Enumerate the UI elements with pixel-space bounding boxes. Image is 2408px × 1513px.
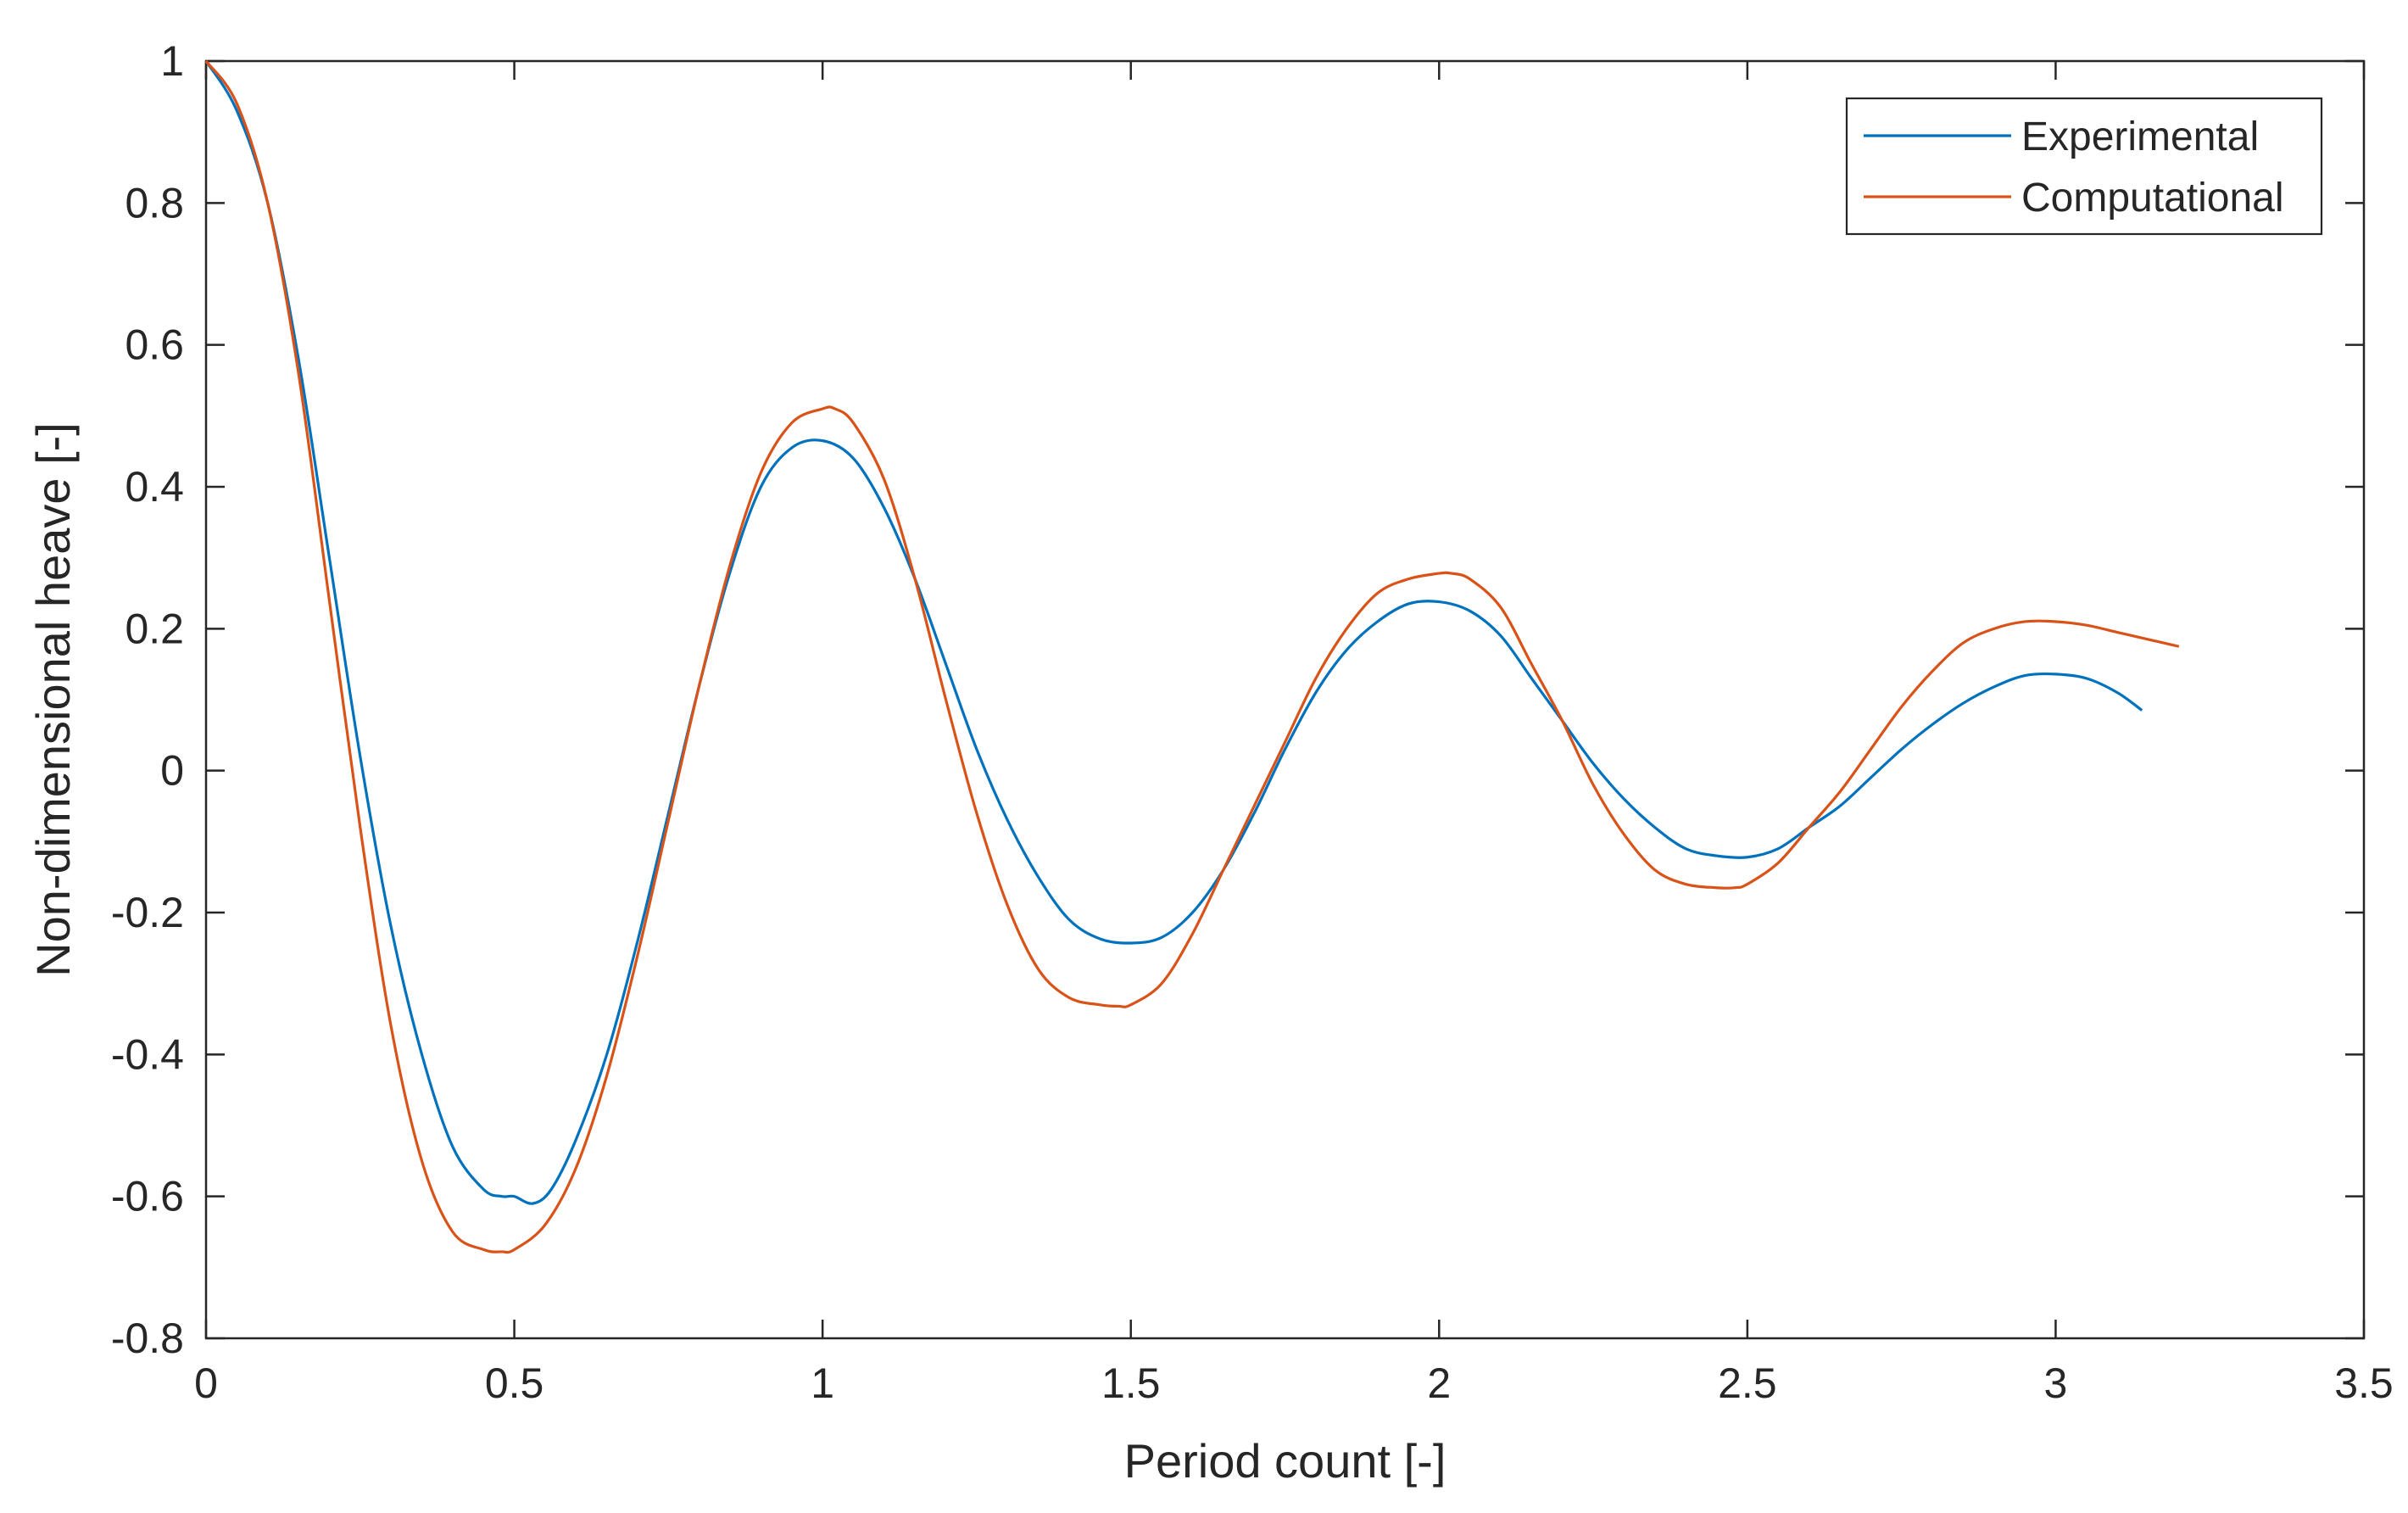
legend-box <box>1845 97 2323 236</box>
x-axis-title: Period count [-] <box>1124 1434 1446 1488</box>
series-line-experimental <box>204 60 2143 1205</box>
y-tick-label: -0.2 <box>111 889 184 936</box>
y-tick-label: 0.8 <box>125 179 184 226</box>
legend-label-experimental: Experimental <box>2021 114 2259 159</box>
x-tick-label: 1.5 <box>1101 1359 1161 1407</box>
y-tick-label: 0 <box>160 747 184 795</box>
x-tick-label: 1 <box>811 1359 834 1407</box>
y-tick-label: 0.4 <box>125 463 184 511</box>
x-tick-label: 3.5 <box>2334 1359 2394 1407</box>
y-axis-title: Non-dimensional heave [-] <box>26 422 80 977</box>
y-tick-label: -0.4 <box>111 1030 184 1078</box>
y-tick-label: 1 <box>160 37 184 85</box>
x-tick-label: 3 <box>2044 1359 2068 1407</box>
series-line-computational <box>204 60 2180 1254</box>
axes-box <box>204 59 2366 1340</box>
x-tick-label: 2.5 <box>1718 1359 1777 1407</box>
y-tick-label: 0.6 <box>125 321 184 369</box>
x-tick-label: 2 <box>1427 1359 1451 1407</box>
y-tick-label: -0.8 <box>111 1315 184 1362</box>
x-tick-label: 0 <box>194 1359 218 1407</box>
legend-label-computational: Computational <box>2021 176 2284 221</box>
x-tick-label: 0.5 <box>485 1359 544 1407</box>
y-tick-label: 0.2 <box>125 605 184 652</box>
y-tick-label: -0.6 <box>111 1173 184 1220</box>
